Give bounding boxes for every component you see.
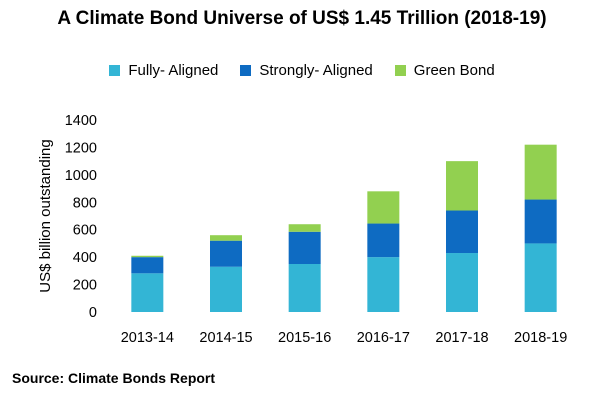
legend-swatch-green-bond bbox=[394, 65, 406, 76]
y-tick-label: 1200 bbox=[65, 140, 97, 156]
x-tick-label: 2016-17 bbox=[357, 330, 410, 346]
bars bbox=[131, 144, 557, 312]
bar-segment-green-bond-2014-15 bbox=[210, 235, 242, 241]
bar-segment-fully-aligned-2015-16 bbox=[288, 264, 321, 312]
bar-segment-fully-aligned-2016-17 bbox=[367, 257, 400, 312]
bar-segment-fully-aligned-2017-18 bbox=[446, 253, 478, 312]
bar-segment-green-bond-2013-14 bbox=[131, 255, 164, 258]
x-tick-label: 2018-19 bbox=[514, 330, 567, 346]
legend-swatch-fully-aligned bbox=[109, 65, 121, 76]
bar-segment-strongly-aligned-2017-18 bbox=[446, 210, 478, 254]
legend-label-fully-aligned: Fully- Aligned bbox=[128, 62, 219, 79]
y-tick-label: 800 bbox=[73, 195, 97, 211]
x-tick-label: 2015-16 bbox=[278, 330, 331, 346]
legend-label-strongly-aligned: Strongly- Aligned bbox=[259, 62, 373, 79]
legend-swatch-strongly-aligned bbox=[240, 65, 252, 76]
bar-segment-strongly-aligned-2014-15 bbox=[210, 240, 242, 267]
bar-segment-green-bond-2015-16 bbox=[288, 224, 321, 232]
x-axis: 2013-14 2014-15 2015-16 2016-17 2017-18 2018-… bbox=[121, 330, 568, 346]
x-tick-label: 2017-18 bbox=[435, 330, 488, 346]
bar-segment-green-bond-2016-17 bbox=[367, 191, 400, 224]
bar-segment-strongly-aligned-2013-14 bbox=[131, 257, 164, 274]
y-tick-label: 600 bbox=[73, 223, 97, 239]
y-axis-label: US$ billion outstanding bbox=[37, 139, 54, 292]
legend-item-strongly-aligned: Strongly- Aligned bbox=[240, 62, 373, 79]
bar-segment-strongly-aligned-2015-16 bbox=[288, 231, 321, 264]
legend-label-green-bond: Green Bond bbox=[413, 62, 495, 79]
bar-segment-fully-aligned-2013-14 bbox=[131, 273, 164, 312]
bar-segment-green-bond-2017-18 bbox=[446, 161, 478, 211]
bar-segment-strongly-aligned-2018-19 bbox=[524, 199, 557, 244]
x-tick-label: 2013-14 bbox=[121, 330, 174, 346]
bar-segment-fully-aligned-2014-15 bbox=[210, 266, 242, 312]
x-tick-label: 2014-15 bbox=[199, 330, 252, 346]
bar-segment-green-bond-2018-19 bbox=[524, 144, 557, 200]
legend: Fully- Aligned Strongly- Aligned Green B… bbox=[0, 62, 604, 79]
bar-segment-fully-aligned-2018-19 bbox=[524, 243, 557, 312]
y-tick-label: 1000 bbox=[65, 168, 97, 184]
legend-item-fully-aligned: Fully- Aligned bbox=[109, 62, 218, 79]
bar-segment-strongly-aligned-2016-17 bbox=[367, 223, 400, 258]
y-tick-label: 200 bbox=[73, 278, 97, 294]
source-note: Source: Climate Bonds Report bbox=[12, 370, 216, 386]
y-tick-label: 0 bbox=[89, 305, 97, 321]
y-axis: 0 200 400 600 800 1000 1200 1400 bbox=[65, 113, 97, 321]
chart-title: A Climate Bond Universe of US$ 1.45 Tril… bbox=[57, 8, 547, 29]
y-tick-label: 1400 bbox=[65, 113, 97, 129]
legend-item-green-bond: Green Bond bbox=[394, 62, 495, 79]
y-tick-label: 400 bbox=[73, 250, 97, 266]
